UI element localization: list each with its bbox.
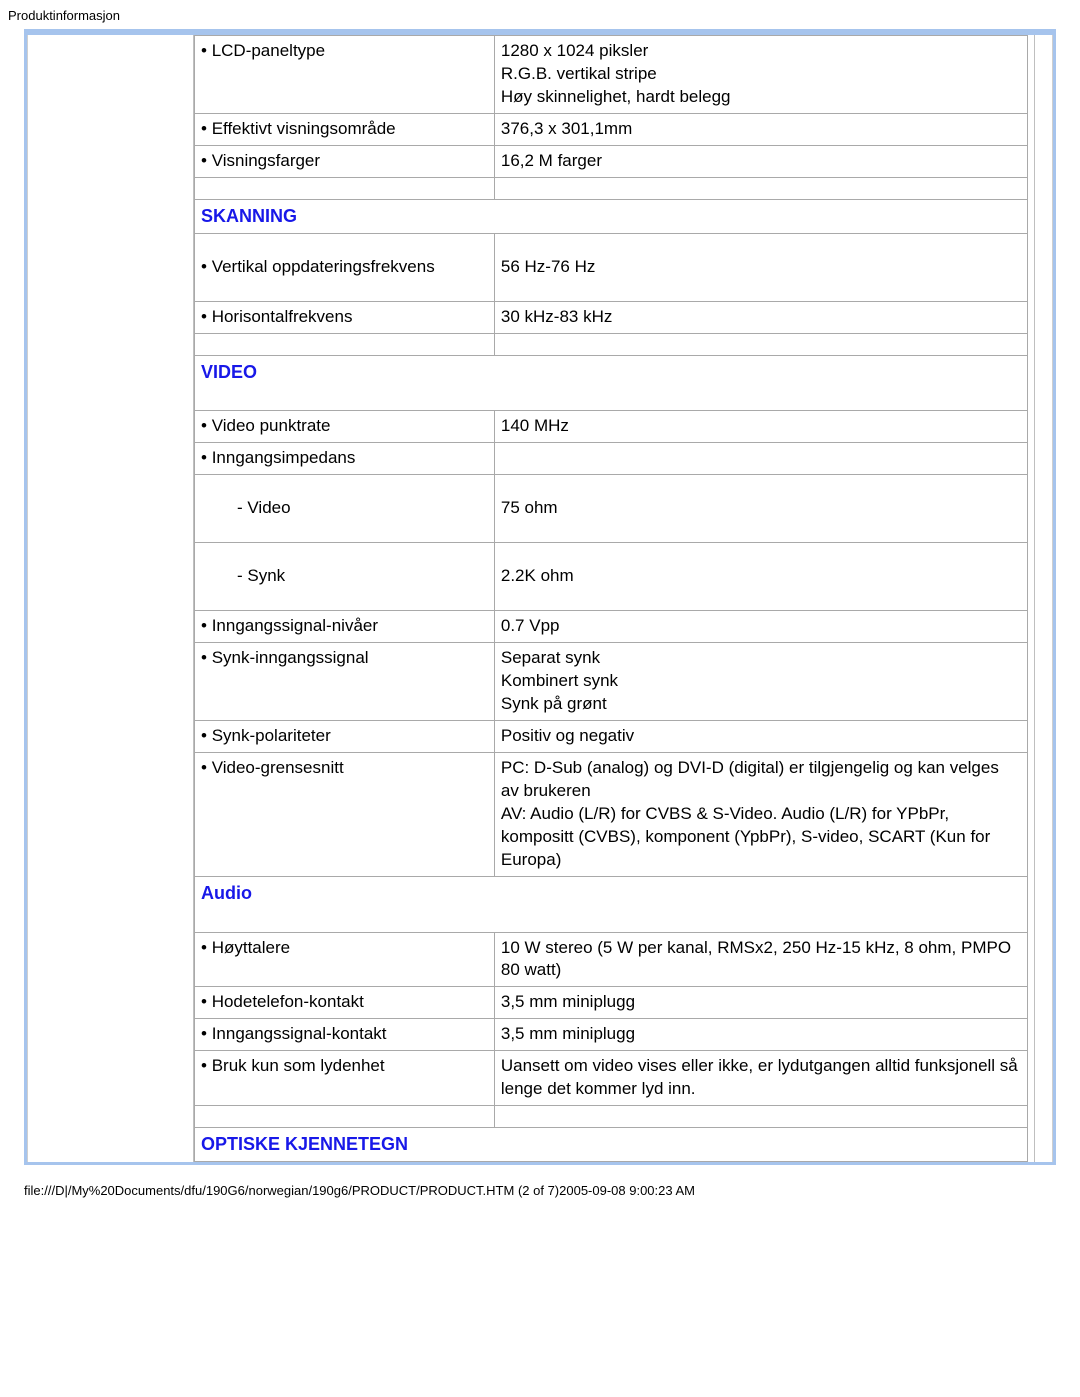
outer-frame: LCD-paneltype 1280 x 1024 piksler R.G.B. … — [24, 29, 1056, 1165]
spec-value-cell: 140 MHz — [494, 411, 1027, 443]
section-header-cell: OPTISKE KJENNETEGN — [195, 1128, 1028, 1162]
spec-value-cell: 10 W stereo (5 W per kanal, RMSx2, 250 H… — [494, 932, 1027, 987]
spec-label-cell: Visningsfarger — [195, 145, 495, 177]
spec-value-cell: 0.7 Vpp — [494, 611, 1027, 643]
spec-label: - Video — [237, 498, 291, 517]
empty-cell — [494, 177, 1027, 199]
spec-value-cell: 376,3 x 301,1mm — [494, 113, 1027, 145]
empty-cell — [195, 177, 495, 199]
table-row — [195, 177, 1028, 199]
spec-table: LCD-paneltype 1280 x 1024 piksler R.G.B. … — [194, 35, 1028, 1162]
spec-label-cell: Video-grensesnitt — [195, 752, 495, 876]
spec-label: Synk-inngangssignal — [201, 648, 369, 667]
spec-label-cell: Synk-inngangssignal — [195, 643, 495, 721]
table-row: Vertikal oppdateringsfrekvens 56 Hz-76 Hz — [195, 233, 1028, 301]
spec-label-cell: Inngangsimpedans — [195, 443, 495, 475]
spec-value-cell: 3,5 mm miniplugg — [494, 987, 1027, 1019]
spec-label-cell: Bruk kun som lydenhet — [195, 1051, 495, 1106]
spec-label: Visningsfarger — [201, 151, 320, 170]
table-row: - Video 75 ohm — [195, 475, 1028, 543]
table-row: Horisontalfrekvens 30 kHz-83 kHz — [195, 301, 1028, 333]
spec-label-cell: - Video — [195, 475, 495, 543]
table-row: Inngangssignal-kontakt 3,5 mm miniplugg — [195, 1019, 1028, 1051]
spec-label-cell: Horisontalfrekvens — [195, 301, 495, 333]
spec-value-cell: PC: D-Sub (analog) og DVI-D (digital) er… — [494, 752, 1027, 876]
page-header: Produktinformasjon — [0, 0, 1080, 29]
table-row: Høyttalere 10 W stereo (5 W per kanal, RM… — [195, 932, 1028, 987]
spec-label-cell: Hodetelefon-kontakt — [195, 987, 495, 1019]
table-row: LCD-paneltype 1280 x 1024 piksler R.G.B. … — [195, 36, 1028, 114]
spec-value-cell: Separat synk Kombinert synk Synk på grøn… — [494, 643, 1027, 721]
table-row: Bruk kun som lydenhet Uansett om video vi… — [195, 1051, 1028, 1106]
spec-label: Horisontalfrekvens — [201, 307, 352, 326]
spec-label-cell: Vertikal oppdateringsfrekvens — [195, 233, 495, 301]
spec-label-cell: Inngangssignal-kontakt — [195, 1019, 495, 1051]
right-gutter — [1034, 35, 1046, 1162]
table-row: Visningsfarger 16,2 M farger — [195, 145, 1028, 177]
table-row — [195, 1106, 1028, 1128]
section-header: SKANNING — [201, 206, 297, 226]
spec-label-cell: Høyttalere — [195, 932, 495, 987]
spec-label: Høyttalere — [201, 938, 290, 957]
table-row: Hodetelefon-kontakt 3,5 mm miniplugg — [195, 987, 1028, 1019]
spec-value-cell: 56 Hz-76 Hz — [494, 233, 1027, 301]
spec-label: - Synk — [237, 566, 285, 585]
section-header-cell: VIDEO — [195, 355, 1028, 411]
empty-cell — [195, 333, 495, 355]
page-footer: file:///D|/My%20Documents/dfu/190G6/norw… — [0, 1165, 1080, 1206]
spec-label: Inngangssignal-kontakt — [201, 1024, 387, 1043]
spec-label-cell: Effektivt visningsområde — [195, 113, 495, 145]
spec-label: Vertikal oppdateringsfrekvens — [201, 257, 435, 276]
spec-label: Inngangsimpedans — [201, 448, 355, 467]
spec-label-cell: Inngangssignal-nivåer — [195, 611, 495, 643]
empty-cell — [195, 1106, 495, 1128]
table-row — [195, 333, 1028, 355]
table-row: Effektivt visningsområde 376,3 x 301,1mm — [195, 113, 1028, 145]
spec-value-cell: 16,2 M farger — [494, 145, 1027, 177]
table-row: Synk-polariteter Positiv og negativ — [195, 720, 1028, 752]
spec-value-cell: 30 kHz-83 kHz — [494, 301, 1027, 333]
section-header: Audio — [201, 883, 252, 903]
section-header: VIDEO — [201, 362, 257, 382]
spec-label: Synk-polariteter — [201, 726, 331, 745]
table-row: OPTISKE KJENNETEGN — [195, 1128, 1028, 1162]
spec-label: Hodetelefon-kontakt — [201, 992, 364, 1011]
table-row: Inngangssignal-nivåer 0.7 Vpp — [195, 611, 1028, 643]
table-row: SKANNING — [195, 199, 1028, 233]
sidebar-spacer — [34, 35, 194, 1162]
spec-label-cell: - Synk — [195, 543, 495, 611]
spec-label: Inngangssignal-nivåer — [201, 616, 378, 635]
spec-value-cell: 1280 x 1024 piksler R.G.B. vertikal stri… — [494, 36, 1027, 114]
spec-label-cell: Video punktrate — [195, 411, 495, 443]
spec-value-cell: Positiv og negativ — [494, 720, 1027, 752]
spec-label-cell: LCD-paneltype — [195, 36, 495, 114]
section-header-cell: Audio — [195, 876, 1028, 932]
table-row: Inngangsimpedans — [195, 443, 1028, 475]
spec-value-cell: 2.2K ohm — [494, 543, 1027, 611]
spec-label-cell: Synk-polariteter — [195, 720, 495, 752]
table-row: Video-grensesnitt PC: D-Sub (analog) og D… — [195, 752, 1028, 876]
spec-label: Effektivt visningsområde — [201, 119, 396, 138]
spec-value-cell: 3,5 mm miniplugg — [494, 1019, 1027, 1051]
spec-label: Video-grensesnitt — [201, 758, 344, 777]
content-wrap: LCD-paneltype 1280 x 1024 piksler R.G.B. … — [27, 35, 1053, 1162]
spec-value-cell: 75 ohm — [494, 475, 1027, 543]
spec-label: Bruk kun som lydenhet — [201, 1056, 385, 1075]
spec-value-cell — [494, 443, 1027, 475]
table-row: Video punktrate 140 MHz — [195, 411, 1028, 443]
section-header: OPTISKE KJENNETEGN — [201, 1134, 408, 1154]
empty-cell — [494, 1106, 1027, 1128]
table-row: VIDEO — [195, 355, 1028, 411]
table-row: Audio — [195, 876, 1028, 932]
main-column: LCD-paneltype 1280 x 1024 piksler R.G.B. … — [194, 35, 1034, 1162]
table-row: Synk-inngangssignal Separat synk Kombiner… — [195, 643, 1028, 721]
spec-value-cell: Uansett om video vises eller ikke, er ly… — [494, 1051, 1027, 1106]
table-row: - Synk 2.2K ohm — [195, 543, 1028, 611]
spec-label: LCD-paneltype — [201, 41, 325, 60]
section-header-cell: SKANNING — [195, 199, 1028, 233]
empty-cell — [494, 333, 1027, 355]
spec-label: Video punktrate — [201, 416, 330, 435]
